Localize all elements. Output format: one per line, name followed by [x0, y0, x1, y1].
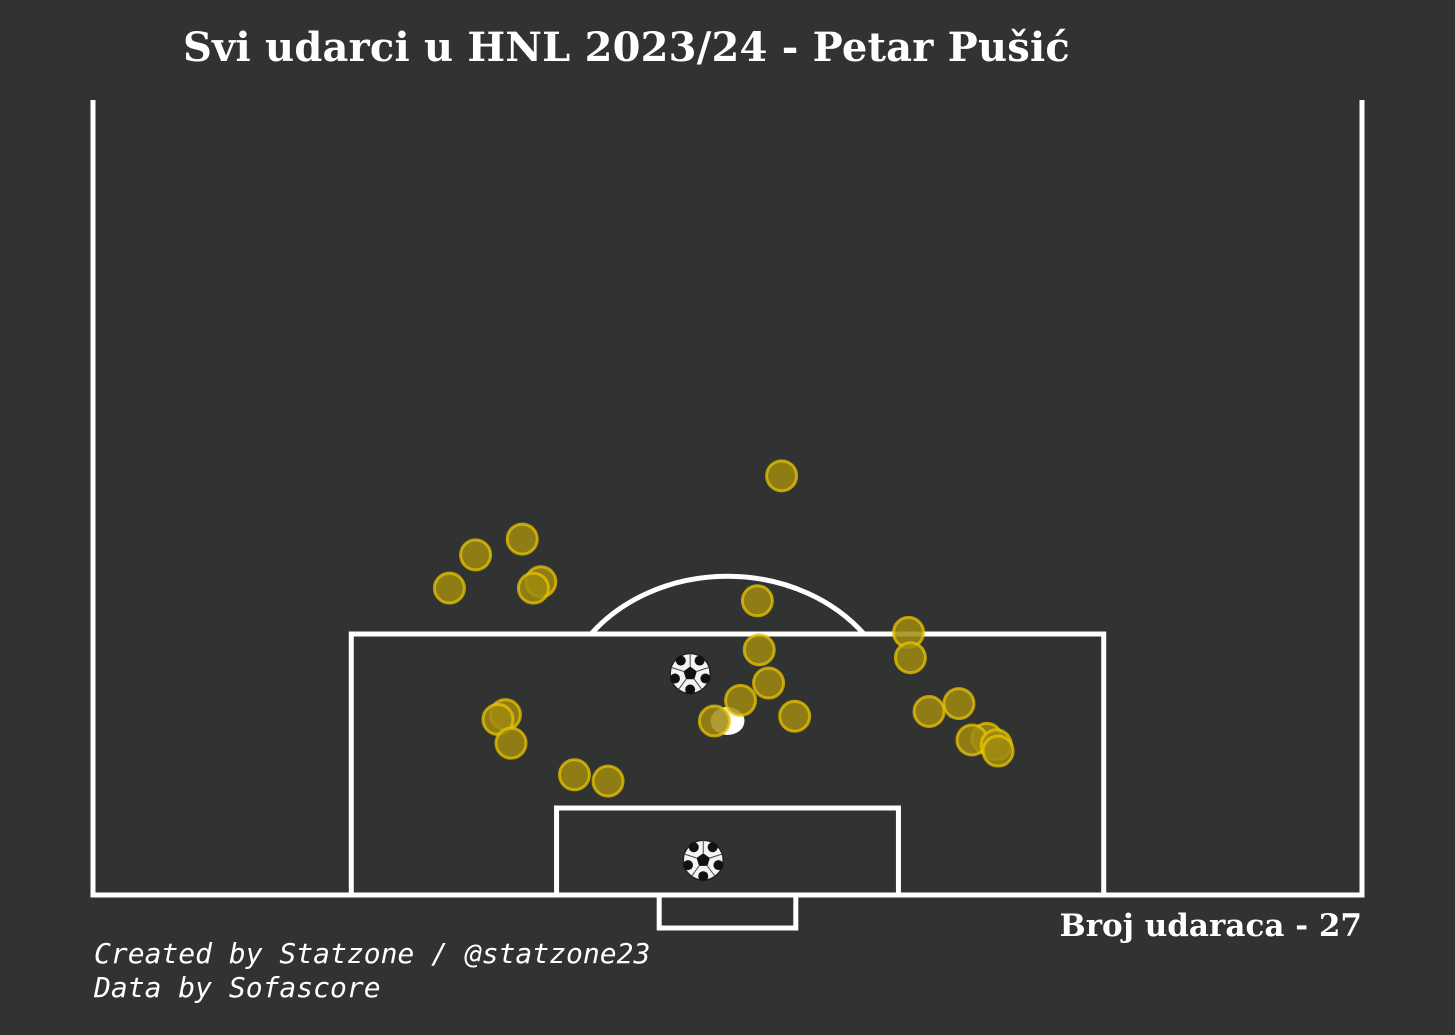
- shot-point: [912, 695, 946, 729]
- shot-point: [742, 633, 776, 667]
- shot-count-label: Broj udaraca - 27: [1059, 908, 1363, 944]
- goal-frame: [656, 895, 799, 931]
- shot-point-goal: [682, 839, 724, 882]
- chart-title: Svi udarci u HNL 2023/24 - Petar Pušić: [183, 24, 1070, 71]
- shot-point: [724, 683, 758, 717]
- shot-point: [893, 641, 927, 675]
- shot-point: [981, 734, 1015, 768]
- six-yard-box: [554, 805, 901, 895]
- shot-point: [697, 704, 731, 738]
- credit-line-data-source: Data by Sofascore: [94, 971, 381, 1004]
- shot-point: [505, 522, 539, 556]
- shot-point: [494, 726, 528, 760]
- shot-point: [752, 666, 786, 700]
- shot-point: [557, 758, 591, 792]
- shot-point: [740, 584, 774, 618]
- shot-point: [942, 687, 976, 721]
- shot-point-goal: [669, 652, 711, 695]
- shot-point: [778, 699, 812, 733]
- shot-point: [459, 538, 493, 572]
- penalty-area: [348, 631, 1107, 895]
- shot-point: [765, 459, 799, 493]
- credit-line-created-by: Created by Statzone / @statzone23: [94, 937, 651, 970]
- shot-point: [432, 571, 466, 605]
- shot-point: [516, 571, 550, 605]
- pitch-outline: [90, 100, 1365, 898]
- shot-point: [591, 764, 625, 798]
- penalty-arc: [589, 573, 866, 636]
